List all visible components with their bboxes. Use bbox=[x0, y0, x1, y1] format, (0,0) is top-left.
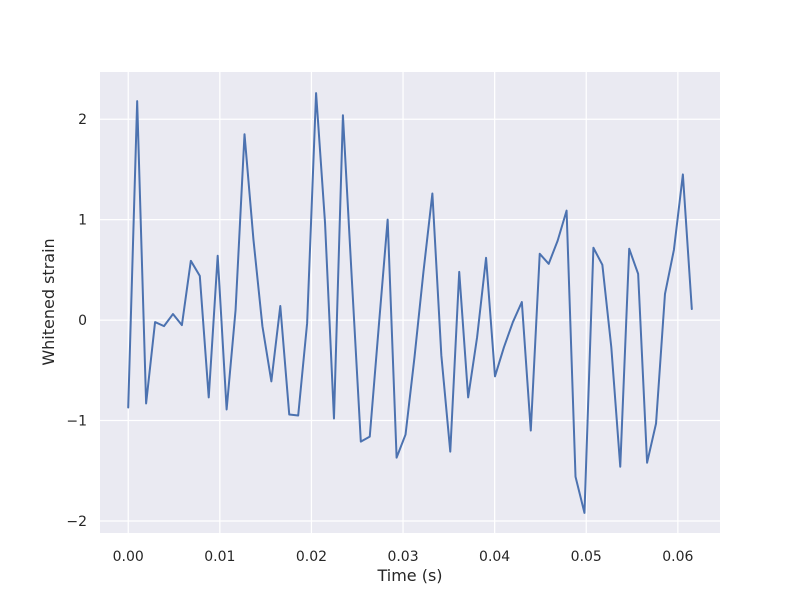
series-group bbox=[127, 92, 693, 514]
y-axis-ticks: −2 −1 0 1 2 bbox=[66, 112, 87, 530]
x-tick-label: 0.00 bbox=[113, 549, 144, 565]
x-tick-label: 0.02 bbox=[296, 549, 327, 565]
plot-background bbox=[100, 72, 720, 533]
x-axis-label: Time (s) bbox=[376, 566, 442, 585]
strain-series-line bbox=[127, 92, 693, 514]
y-tick-label: 0 bbox=[78, 313, 87, 329]
y-tick-label: −2 bbox=[66, 514, 87, 530]
y-tick-label: −1 bbox=[66, 414, 87, 430]
y-tick-label: 2 bbox=[78, 112, 87, 128]
x-axis-ticks: 0.00 0.01 0.02 0.03 0.04 0.05 0.06 bbox=[113, 549, 694, 565]
y-axis-label: Whitened strain bbox=[39, 238, 58, 365]
y-tick-label: 1 bbox=[78, 213, 87, 229]
x-tick-label: 0.03 bbox=[387, 549, 418, 565]
x-tick-label: 0.04 bbox=[479, 549, 510, 565]
x-tick-label: 0.05 bbox=[571, 549, 602, 565]
x-tick-label: 0.01 bbox=[204, 549, 235, 565]
x-tick-label: 0.06 bbox=[662, 549, 693, 565]
